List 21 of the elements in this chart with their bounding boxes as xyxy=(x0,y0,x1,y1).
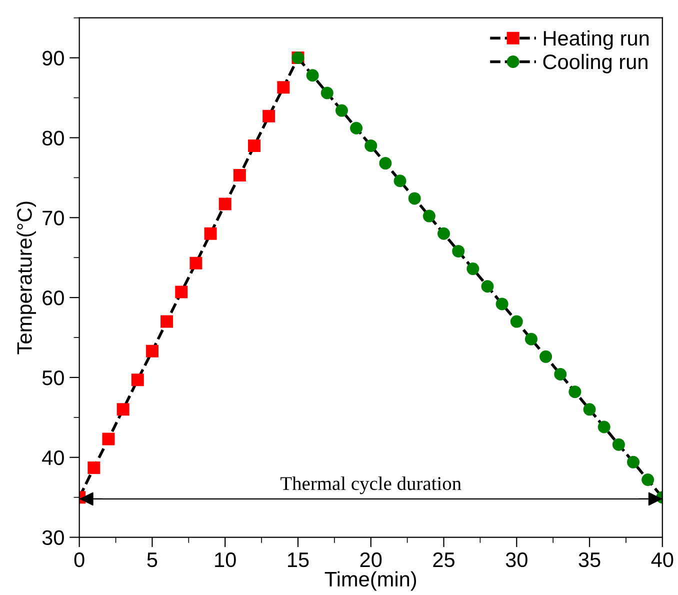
y-tick-label: 60 xyxy=(42,290,64,306)
legend-label: Cooling run xyxy=(543,54,648,74)
x-axis-title: Time(min) xyxy=(324,571,416,591)
x-tick-label: 25 xyxy=(433,552,454,568)
y-tick-label: 70 xyxy=(42,210,64,226)
x-tick-label: 5 xyxy=(147,552,158,568)
y-tick-label: 50 xyxy=(42,370,64,386)
x-tick-label: 30 xyxy=(506,552,528,568)
y-tick-label: 30 xyxy=(42,530,64,546)
x-tick-label: 40 xyxy=(651,552,674,568)
ref-line-label: Thermal cycle duration xyxy=(280,476,462,494)
x-tick-label: 0 xyxy=(74,552,84,568)
x-tick-label: 15 xyxy=(288,552,309,568)
x-tick-label: 20 xyxy=(360,552,382,568)
y-tick-label: 90 xyxy=(42,50,64,66)
legend-label: Heating run xyxy=(544,30,649,50)
x-tick-label: 35 xyxy=(578,552,600,568)
y-tick-label: 40 xyxy=(42,450,64,466)
y-tick-label: 80 xyxy=(42,130,64,146)
y-axis-title: Temperature(°C) xyxy=(16,202,36,354)
x-tick-label: 10 xyxy=(215,552,236,568)
